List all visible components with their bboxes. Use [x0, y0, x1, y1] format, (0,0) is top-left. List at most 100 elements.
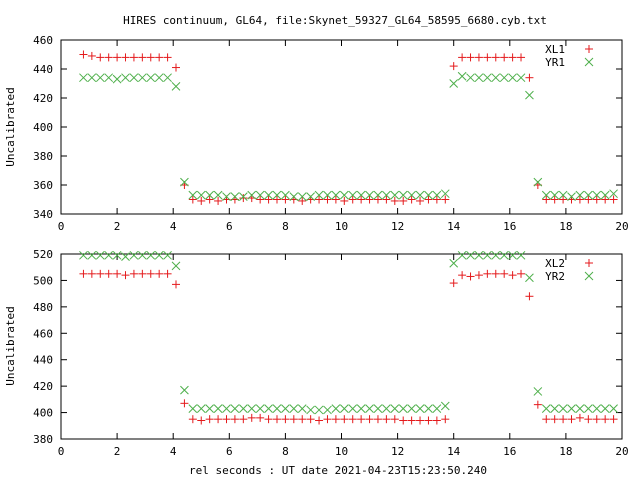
legend-marker [585, 259, 593, 267]
data-point [113, 53, 122, 62]
data-point [146, 269, 155, 278]
data-point [466, 272, 475, 281]
data-point [516, 73, 526, 83]
data-point [121, 252, 130, 261]
data-point [255, 190, 265, 200]
data-point [331, 404, 341, 413]
x-tick-label: 12 [391, 445, 404, 458]
data-point [222, 415, 231, 424]
data-point [399, 416, 408, 425]
data-point [314, 405, 324, 415]
data-point [298, 196, 307, 205]
data-point [491, 73, 501, 83]
data-point [584, 195, 593, 204]
data-point [592, 195, 601, 204]
data-point [357, 195, 366, 204]
data-point [95, 73, 105, 83]
x-tick-label: 8 [282, 445, 289, 458]
data-point [466, 53, 475, 62]
data-point [508, 271, 517, 280]
data-point [247, 413, 256, 422]
data-point [432, 404, 442, 413]
data-point [458, 53, 467, 62]
data-point [483, 53, 492, 62]
data-point [601, 195, 610, 204]
data-point [112, 74, 122, 84]
data-point [583, 190, 593, 200]
data-point [499, 250, 509, 260]
data-point [432, 195, 441, 204]
data-point [499, 73, 509, 83]
x-tick-label: 6 [226, 445, 233, 458]
data-point [491, 269, 500, 278]
data-point [348, 404, 358, 413]
data-point [399, 196, 408, 205]
data-point [79, 250, 88, 260]
data-point [440, 189, 450, 199]
data-point [559, 195, 568, 204]
data-point [272, 415, 281, 424]
data-point [306, 192, 315, 201]
data-point [525, 90, 534, 100]
series-XL2 [79, 269, 618, 425]
data-point [373, 415, 382, 424]
data-point [214, 415, 223, 424]
data-point [449, 79, 459, 88]
data-point [533, 177, 543, 187]
data-point [449, 62, 458, 71]
y-tick-label: 500 [33, 274, 53, 287]
data-point [432, 416, 441, 425]
data-point [230, 404, 240, 413]
data-point [508, 73, 517, 83]
data-point [331, 195, 340, 204]
data-point [315, 416, 324, 425]
data-point [525, 273, 534, 283]
data-point [416, 196, 425, 205]
data-point [171, 261, 181, 271]
data-point [213, 190, 223, 200]
data-point [315, 195, 324, 204]
data-point [348, 195, 357, 204]
data-point [188, 415, 197, 424]
y-tick-label: 400 [33, 407, 53, 420]
data-point [550, 415, 559, 424]
data-point [550, 190, 560, 200]
legend-marker [585, 45, 593, 53]
data-point [104, 269, 113, 278]
data-point [281, 195, 290, 204]
data-point [584, 415, 593, 424]
data-point [129, 73, 139, 83]
series-YR1 [79, 71, 618, 201]
data-point [129, 269, 138, 278]
data-point [500, 269, 509, 278]
data-point [373, 404, 383, 413]
legend-label: YR2 [545, 270, 565, 283]
data-point [289, 192, 299, 201]
x-tick-label: 20 [615, 220, 628, 233]
data-point [575, 195, 584, 204]
data-point [96, 53, 105, 62]
y-tick-label: 360 [33, 179, 53, 192]
data-point [457, 71, 467, 81]
data-point [323, 415, 332, 424]
x-tick-label: 6 [226, 220, 233, 233]
y-tick-label: 520 [33, 248, 53, 261]
data-point [483, 73, 492, 83]
data-point [601, 415, 610, 424]
data-point [230, 192, 240, 201]
data-point [87, 269, 96, 278]
data-point [222, 192, 231, 201]
data-point [155, 53, 164, 62]
data-point [163, 53, 172, 62]
data-point [348, 190, 358, 200]
data-point [491, 250, 501, 260]
x-tick-label: 4 [170, 220, 177, 233]
data-point [592, 415, 601, 424]
data-point [205, 195, 214, 204]
data-point [104, 73, 114, 83]
data-point [171, 82, 181, 91]
data-point [592, 404, 602, 413]
data-point [541, 190, 551, 200]
data-point [129, 250, 139, 260]
data-point [155, 269, 164, 278]
